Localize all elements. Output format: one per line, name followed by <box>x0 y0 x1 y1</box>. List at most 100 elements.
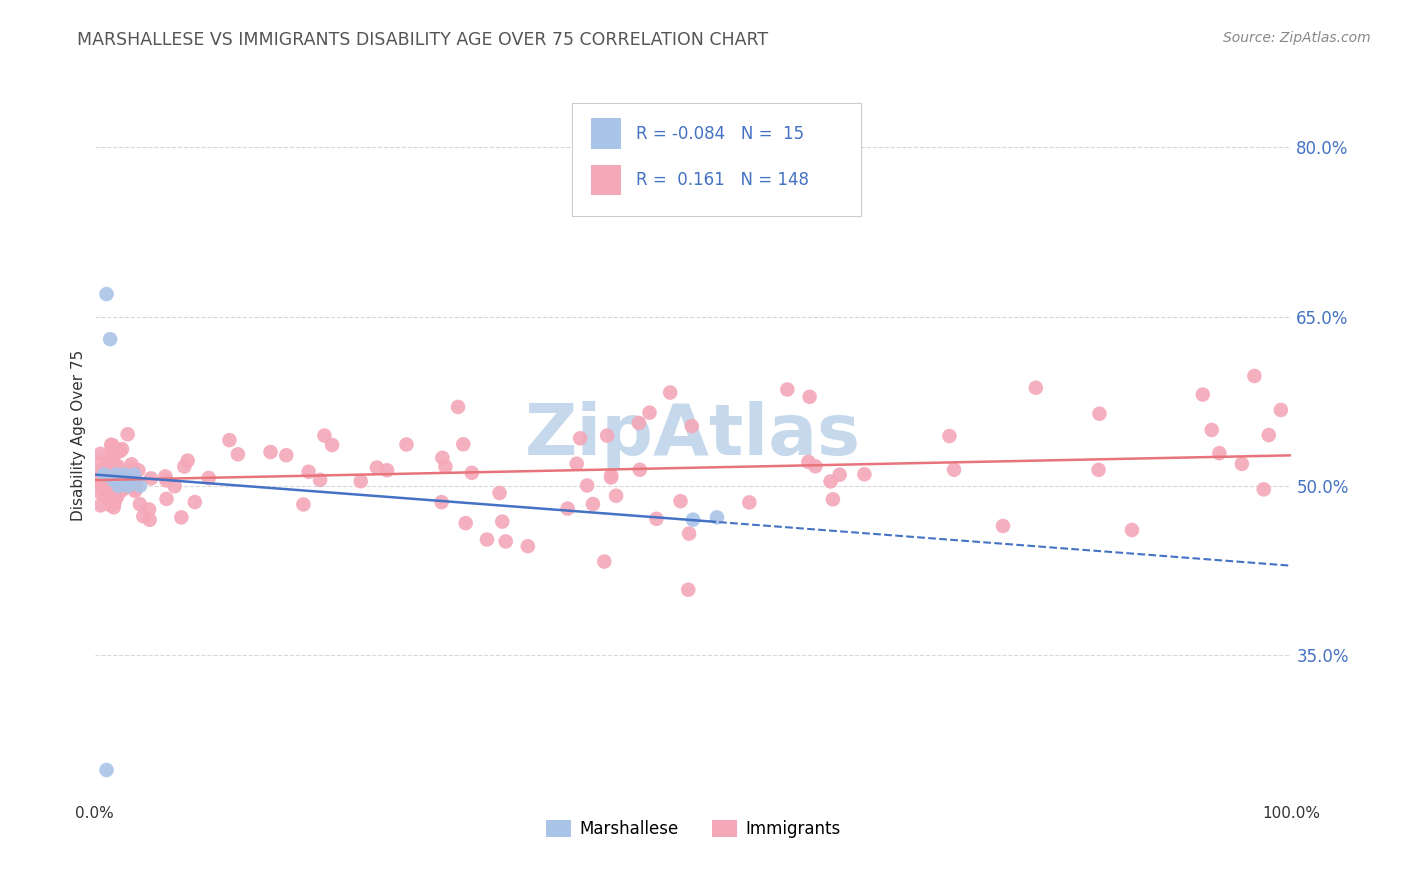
Point <box>475 533 498 547</box>
Text: R =  0.161   N = 148: R = 0.161 N = 148 <box>636 171 808 189</box>
Point <box>90 499 112 513</box>
Point <box>91 462 114 476</box>
Point <box>127 463 149 477</box>
Point <box>600 468 623 483</box>
Point <box>103 456 125 470</box>
Point <box>605 489 627 503</box>
Point <box>163 479 186 493</box>
Point <box>103 473 125 487</box>
Point <box>101 438 124 452</box>
Point <box>114 467 136 482</box>
Point <box>117 477 139 491</box>
Point <box>118 467 141 482</box>
Point <box>117 479 139 493</box>
Point <box>90 480 112 494</box>
Point <box>582 497 605 511</box>
Point <box>100 486 122 500</box>
Point <box>90 477 112 491</box>
Point <box>155 469 177 483</box>
Point <box>669 494 692 508</box>
Point <box>292 497 315 511</box>
Point <box>120 466 142 480</box>
Point <box>738 495 761 509</box>
Text: ZipAtlas: ZipAtlas <box>524 401 860 469</box>
Point <box>488 486 510 500</box>
Point <box>96 479 118 493</box>
Point <box>90 485 112 500</box>
Legend: Marshallese, Immigrants: Marshallese, Immigrants <box>538 813 846 845</box>
Point <box>90 475 112 489</box>
Point <box>129 479 152 493</box>
Point <box>110 473 132 487</box>
Point <box>706 510 728 524</box>
Point <box>309 473 332 487</box>
Point <box>101 463 124 477</box>
Point <box>350 474 373 488</box>
Point <box>93 465 115 479</box>
Point <box>259 445 281 459</box>
Point <box>124 483 146 498</box>
Point <box>94 487 117 501</box>
Point <box>638 406 661 420</box>
Point <box>678 582 700 597</box>
Point <box>678 526 700 541</box>
Point <box>298 465 321 479</box>
Point <box>218 433 240 447</box>
Point <box>495 534 517 549</box>
Point <box>1121 523 1143 537</box>
Point <box>434 459 457 474</box>
Point <box>105 487 128 501</box>
Point <box>596 428 619 442</box>
Point <box>105 463 128 477</box>
Point <box>1025 381 1047 395</box>
Point <box>627 416 650 430</box>
Point <box>447 400 470 414</box>
Point <box>1087 463 1109 477</box>
Point <box>104 483 127 497</box>
Point <box>276 448 298 462</box>
Point <box>103 466 125 480</box>
Point <box>122 479 145 493</box>
Point <box>430 495 453 509</box>
Point <box>105 491 128 505</box>
Point <box>1191 387 1213 401</box>
Point <box>120 473 142 487</box>
Point <box>799 390 821 404</box>
Point <box>138 513 160 527</box>
Point <box>1257 428 1279 442</box>
Point <box>107 459 129 474</box>
Point <box>97 483 120 497</box>
Point <box>1270 403 1292 417</box>
Point <box>804 459 827 474</box>
Point <box>366 460 388 475</box>
Y-axis label: Disability Age Over 75: Disability Age Over 75 <box>72 350 86 521</box>
Point <box>138 502 160 516</box>
Point <box>94 481 117 495</box>
Point <box>375 463 398 477</box>
Point <box>93 467 115 481</box>
Point <box>97 465 120 479</box>
Point <box>103 500 125 515</box>
Point <box>1253 483 1275 497</box>
FancyBboxPatch shape <box>592 164 621 195</box>
Point <box>105 467 128 482</box>
Point <box>96 483 118 498</box>
Point <box>94 490 117 504</box>
Point <box>101 442 124 457</box>
Point <box>681 419 703 434</box>
Point <box>111 442 134 456</box>
Point <box>114 481 136 495</box>
Point <box>96 287 118 301</box>
Point <box>107 444 129 458</box>
Point <box>820 475 842 489</box>
Point <box>682 513 704 527</box>
Point <box>90 477 112 491</box>
Point <box>569 431 592 445</box>
Point <box>461 466 484 480</box>
Point <box>94 484 117 499</box>
Point <box>139 471 162 485</box>
Point <box>628 463 651 477</box>
Point <box>197 471 219 485</box>
Point <box>1088 407 1111 421</box>
Point <box>124 482 146 496</box>
